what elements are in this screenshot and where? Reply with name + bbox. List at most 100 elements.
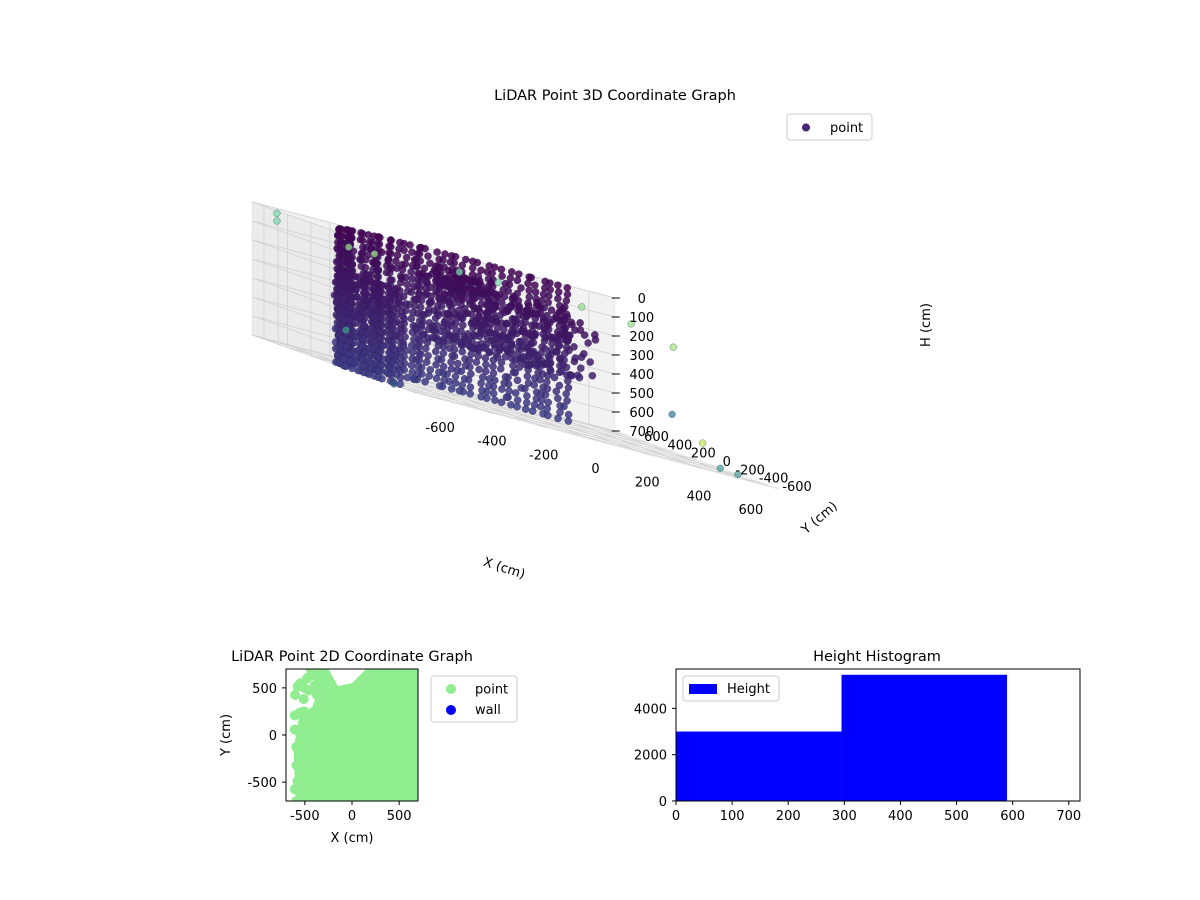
point-marker [448, 351, 456, 360]
point-marker [478, 386, 486, 395]
x-tick-label-hist: 0 [672, 809, 680, 824]
x-tick-label-hist: 600 [1000, 809, 1025, 824]
point-marker [529, 331, 538, 340]
x-tick-label-hist: 200 [776, 809, 801, 824]
point-marker [528, 321, 536, 329]
legend-label-wall-2d: wall [475, 703, 501, 718]
point-marker [547, 306, 556, 314]
point-marker [347, 227, 355, 236]
point-marker [584, 339, 592, 347]
point-marker [477, 266, 485, 275]
point-marker [510, 315, 518, 323]
point-marker [477, 392, 485, 401]
point-marker [407, 361, 416, 369]
point-marker [546, 279, 554, 287]
point-marker [433, 248, 441, 256]
point-marker [532, 361, 540, 370]
x-tick-label-hist: 400 [888, 809, 913, 824]
point-marker [345, 290, 353, 299]
point-marker [469, 276, 477, 284]
point-marker [439, 362, 448, 371]
point-marker [376, 327, 385, 336]
point-marker [404, 287, 412, 295]
point-marker-2d [290, 690, 301, 700]
point-marker [428, 270, 436, 278]
point-marker [399, 341, 408, 349]
point-marker [390, 318, 399, 327]
z-tick-label: 100 [629, 311, 654, 326]
point-marker [554, 281, 562, 289]
y-axis-label: Y (cm) [798, 499, 841, 538]
point-marker [554, 394, 562, 403]
point-marker [340, 355, 348, 364]
point-marker-2d [312, 690, 322, 700]
point-marker [446, 312, 455, 320]
point-marker [422, 358, 431, 366]
point-marker [456, 338, 465, 346]
point-marker [462, 255, 470, 264]
point-marker [560, 324, 568, 332]
point-marker [523, 398, 531, 407]
point-marker [426, 366, 434, 374]
point-marker [521, 405, 530, 413]
point-marker [446, 258, 455, 266]
point-marker [461, 290, 469, 299]
point-marker [339, 295, 348, 303]
point-marker [361, 263, 370, 272]
point-marker [485, 381, 493, 390]
point-marker [357, 249, 366, 258]
outlier-point [273, 209, 281, 218]
point-marker [541, 326, 549, 334]
point-marker [485, 348, 494, 356]
point-marker [397, 274, 406, 282]
point-marker [416, 337, 425, 345]
point-marker [500, 308, 509, 317]
point-marker [439, 349, 448, 358]
point-marker [562, 297, 571, 305]
point-marker [499, 286, 508, 294]
x-tick-label-hist: 100 [720, 809, 745, 824]
y-tick-label: 0 [723, 455, 731, 470]
point-marker [432, 347, 440, 356]
point-marker [554, 294, 562, 303]
point-marker [422, 289, 431, 298]
point-marker [387, 243, 395, 251]
point-marker [397, 327, 405, 336]
point-marker [544, 298, 552, 307]
point-marker [454, 359, 462, 368]
point-marker [489, 362, 497, 371]
gridline [381, 380, 744, 477]
legend-2d[interactable]: point wall [430, 675, 518, 723]
point-marker [552, 387, 561, 396]
point-marker [586, 358, 594, 366]
point-marker [424, 252, 432, 260]
z-tick-label: 600 [629, 406, 654, 421]
axis-ticks-hist: 0 100 200 300 400 500 600 700 0 2000 4000 [634, 702, 1081, 824]
point-marker [497, 358, 506, 367]
axis-ticks: -600-400-2000200400600-600-400-200020040… [425, 292, 811, 518]
point-marker [430, 306, 439, 315]
legend-hist[interactable]: Height [682, 675, 780, 702]
point-marker [347, 297, 355, 306]
point-marker [407, 268, 415, 276]
point-marker [560, 317, 568, 326]
point-marker [564, 410, 573, 419]
point-marker [554, 288, 563, 296]
point-marker [386, 276, 394, 284]
x-tick-label-2d: 500 [387, 809, 412, 824]
point-marker [384, 257, 392, 265]
point-marker [396, 373, 405, 382]
point-marker [377, 248, 386, 257]
point-marker [369, 265, 377, 274]
legend-3d[interactable]: point [786, 113, 873, 141]
point-marker [517, 319, 525, 328]
point-marker [336, 252, 344, 260]
z-axis-label: H (cm) [919, 303, 934, 347]
point-marker [461, 274, 470, 283]
y-tick-label-2d: 0 [269, 729, 277, 744]
x-axis-label: X (cm) [481, 555, 527, 583]
point-marker [447, 385, 456, 393]
point-marker [351, 352, 359, 361]
point-marker [503, 345, 511, 354]
